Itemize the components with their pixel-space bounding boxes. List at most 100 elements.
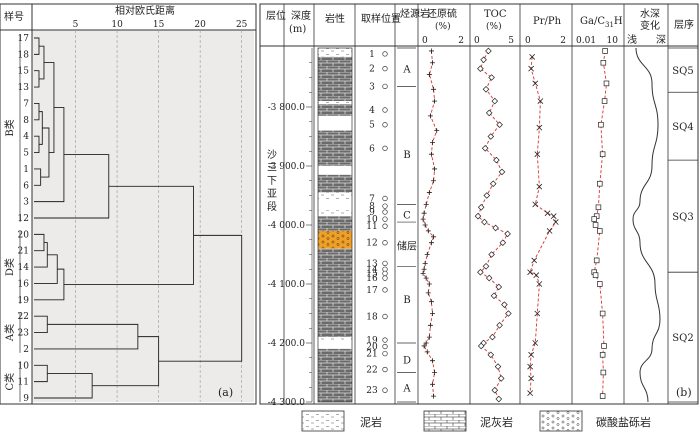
lithology-bed: [318, 348, 352, 402]
sample-number-label: 21: [18, 247, 29, 257]
sample-position-marker: [382, 51, 388, 57]
data-point: [426, 190, 432, 196]
dendrogram-link: [34, 323, 139, 350]
lithology-bed: [318, 56, 352, 102]
data-point: [488, 74, 495, 81]
data-point: [420, 216, 426, 222]
sample-position-marker: [382, 313, 388, 320]
data-point: [592, 222, 599, 228]
lithology-bed: [318, 192, 352, 201]
data-point: [431, 393, 437, 399]
data-point: [426, 72, 432, 78]
data-point: [532, 80, 539, 87]
dendrogram-plot-area: [32, 30, 254, 402]
data-point: [491, 386, 499, 394]
data-point: [424, 349, 430, 355]
lithology-bed: [318, 200, 352, 211]
sample-number-label: 2: [23, 345, 29, 355]
lithology-bed: [318, 48, 352, 57]
legend-carbonate-conglomerate-swatch: [539, 410, 583, 432]
sample-number: 10: [366, 215, 378, 225]
sample-number-label: 9: [23, 394, 29, 404]
sample-position-marker: [382, 337, 388, 343]
data-point: [432, 98, 438, 104]
dendrogram-link: [34, 103, 40, 121]
track-axis-max: 5: [508, 36, 514, 46]
sample-position-marker: [382, 203, 388, 209]
dendrogram-link: [34, 233, 45, 252]
sample-position-marker: [382, 145, 388, 151]
sample-number-label: 1: [23, 165, 29, 175]
data-point: [597, 281, 603, 287]
lithology-bed: [318, 216, 352, 231]
sample-position-marker: [382, 240, 388, 246]
data-point: [537, 98, 544, 104]
legend-marl-swatch: [423, 410, 467, 432]
sample-number: 2: [369, 65, 375, 75]
header-lithology: 岩性: [325, 12, 345, 25]
dendrogram-link: [158, 234, 243, 362]
sequence-label: SQ3: [672, 212, 693, 223]
dendrogram-link: [38, 45, 45, 80]
lithology-bed: [318, 210, 352, 217]
data-point: [430, 139, 435, 145]
data-point: [477, 65, 484, 72]
sample-number: 12: [366, 239, 377, 249]
data-tracks: [420, 47, 610, 403]
data-point: [595, 204, 602, 211]
lithology-bed: [318, 248, 352, 338]
sample-number: 23: [366, 386, 378, 396]
data-point: [420, 270, 426, 276]
data-point: [483, 192, 491, 199]
data-point: [485, 109, 493, 117]
label-shallow: 浅: [627, 33, 637, 46]
data-point: [489, 180, 497, 187]
sample-number: 16: [366, 274, 378, 284]
data-point: [425, 228, 431, 234]
lithology-bed: [318, 341, 352, 349]
data-point: [597, 180, 603, 187]
distance-tick-label: 25: [236, 20, 248, 30]
data-point: [598, 121, 604, 128]
sample-number-label: 20: [18, 230, 30, 240]
sample-number-label: 5: [23, 149, 29, 159]
data-point: [421, 266, 427, 272]
data-point: [532, 340, 539, 346]
sample-position-marker: [382, 387, 388, 393]
source-rock-zone-label: D: [403, 356, 411, 367]
distance-tick-label: 20: [194, 20, 206, 30]
data-point: [428, 299, 434, 305]
dendrogram-link: [34, 154, 110, 219]
data-point: [544, 210, 551, 217]
lithology-column: [317, 47, 353, 403]
data-point: [427, 322, 433, 328]
data-point: [424, 252, 430, 257]
dendrogram-link: [40, 127, 50, 178]
legend-mudstone-label: 泥岩: [360, 415, 382, 429]
data-point: [498, 168, 506, 176]
header-water-depth: 水深: [640, 8, 660, 20]
data-point: [480, 56, 487, 64]
data-point: [496, 322, 503, 329]
dendrogram-link: [34, 135, 40, 153]
sample-number: 19: [366, 336, 378, 346]
data-point: [536, 281, 543, 287]
source-rock-zone-label: A: [402, 383, 411, 394]
data-point: [600, 369, 607, 376]
data-point: [426, 334, 432, 340]
sample-position-marker: [382, 65, 388, 72]
data-point: [431, 178, 437, 184]
data-point: [495, 395, 503, 403]
lithology-bed: [318, 104, 352, 116]
sample-position-marker: [382, 223, 388, 229]
depth-tick-label: -4 300.0: [268, 398, 306, 408]
layer-name-char: 沙: [267, 149, 277, 161]
data-point: [428, 151, 434, 157]
lithology-bed: [318, 115, 352, 131]
sample-position-marker: [382, 287, 388, 293]
water-depth-curve: [632, 47, 661, 403]
data-point: [477, 204, 485, 211]
